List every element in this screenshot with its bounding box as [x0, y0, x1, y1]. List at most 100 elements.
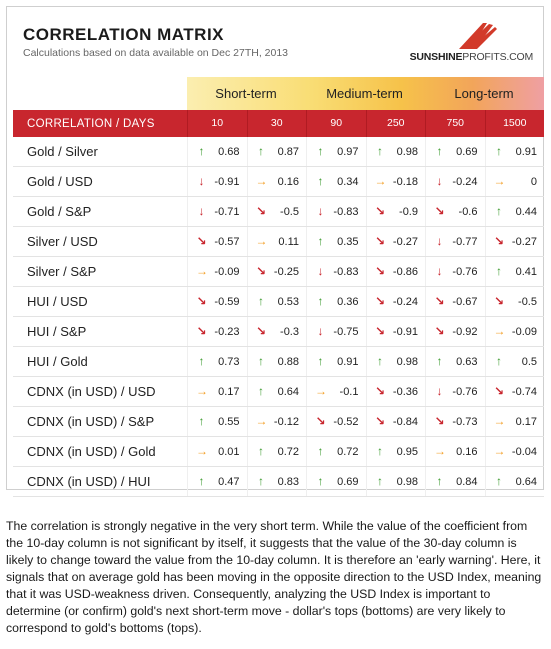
- arrow-down-icon: ↓: [317, 203, 324, 218]
- correlation-cell: ↑ 0.64: [484, 467, 545, 496]
- correlation-cell: ↑ 0.64: [246, 377, 307, 406]
- arrow-up-icon: ↑: [317, 443, 324, 458]
- correlation-cell: ↑ 0.55: [187, 407, 247, 436]
- arrow-down-right-icon: ↘: [255, 203, 267, 218]
- arrow-up-icon: ↑: [377, 473, 383, 488]
- correlation-value: 0.88: [277, 355, 299, 368]
- arrow-right-icon: →: [315, 383, 327, 398]
- logo-text: SUNSHINEPROFITS.COM: [410, 51, 534, 63]
- correlation-cell: → 0.17: [484, 407, 545, 436]
- correlation-cell: → 0.01: [187, 437, 247, 466]
- correlation-cell: ↘ -0.57: [187, 227, 247, 256]
- correlation-value: -0.67: [452, 295, 478, 308]
- arrow-down-right-icon: ↘: [374, 413, 386, 428]
- correlation-value: -0.27: [511, 235, 537, 248]
- arrow-right-icon: →: [255, 173, 268, 188]
- correlation-value: -0.76: [452, 385, 478, 398]
- correlation-value: 0.11: [278, 235, 299, 248]
- correlation-cell: → 0.16: [246, 167, 307, 196]
- column-header: 90: [306, 110, 366, 137]
- table-row: Gold / Silver ↑ 0.68 ↑ 0.87 ↑ 0.97 ↑ 0.98 ↑ 0.69 ↑ 0…: [13, 137, 544, 167]
- arrow-down-right-icon: ↘: [315, 413, 326, 428]
- correlation-value: -0.24: [392, 295, 418, 308]
- arrow-up-icon: ↑: [317, 473, 324, 488]
- correlation-cell: ↑ 0.72: [246, 437, 307, 466]
- correlation-panel: CORRELATION MATRIX Calculations based on…: [6, 6, 545, 497]
- arrow-right-icon: →: [493, 173, 506, 188]
- correlation-value: 0.73: [218, 355, 240, 368]
- term-short: Short-term: [215, 86, 277, 101]
- correlation-cell: → 0.17: [187, 377, 247, 406]
- arrow-down-icon: ↓: [436, 173, 443, 188]
- correlation-value: -0.83: [333, 205, 359, 218]
- arrow-up-icon: ↑: [258, 473, 264, 488]
- correlation-cell: ↘ -0.25: [246, 257, 307, 286]
- correlation-cell: → -0.18: [365, 167, 426, 196]
- table-row: Silver / USD ↘ -0.57 → 0.11 ↑ 0.35 ↘ -0.27 ↓ -0.77…: [13, 227, 544, 257]
- table-row: Silver / S&P → -0.09 ↘ -0.25 ↓ -0.83 ↘ -0.86 ↓ -0.…: [13, 257, 544, 287]
- sun-rays-icon: [459, 23, 497, 49]
- arrow-right-icon: →: [434, 443, 446, 458]
- correlation-cell: ↘ -0.6: [425, 197, 485, 226]
- correlation-cell: ↑ 0.44: [484, 197, 545, 226]
- row-label: Silver / S&P: [27, 264, 97, 279]
- correlation-cell: ↑ 0.83: [246, 467, 307, 496]
- arrow-down-icon: ↓: [198, 203, 205, 218]
- correlation-cell: ↑ 0.68: [187, 137, 247, 166]
- arrow-down-right-icon: ↘: [374, 263, 386, 278]
- correlation-cell: ↑ 0.91: [484, 137, 545, 166]
- arrow-right-icon: →: [374, 173, 387, 188]
- correlation-value: -0.91: [214, 175, 240, 188]
- correlation-cell: ↘ -0.24: [365, 287, 426, 316]
- arrow-up-icon: ↑: [436, 473, 443, 488]
- correlation-cell: → -0.09: [484, 317, 545, 346]
- correlation-value: 0.84: [456, 475, 478, 488]
- arrow-down-right-icon: ↘: [374, 323, 386, 338]
- arrow-up-icon: ↑: [436, 353, 443, 368]
- correlation-value: -0.04: [511, 445, 537, 458]
- correlation-value: -0.18: [392, 175, 418, 188]
- correlation-value: 0.87: [277, 145, 299, 158]
- arrow-up-icon: ↑: [377, 443, 383, 458]
- correlation-cell: ↘ -0.91: [365, 317, 426, 346]
- correlation-value: 0.41: [515, 265, 537, 278]
- arrow-down-icon: ↓: [198, 173, 205, 188]
- correlation-cell: ↑ 0.91: [306, 347, 366, 376]
- arrow-up-icon: ↑: [496, 263, 502, 278]
- arrow-up-icon: ↑: [317, 353, 324, 368]
- correlation-value: -0.6: [458, 205, 478, 218]
- correlation-cell: ↘ -0.3: [246, 317, 307, 346]
- correlation-value: -0.91: [392, 325, 418, 338]
- correlation-value: -0.27: [392, 235, 418, 248]
- column-header: 1500: [484, 110, 545, 137]
- correlation-cell: ↘ -0.9: [365, 197, 426, 226]
- correlation-cell: ↓ -0.76: [425, 257, 485, 286]
- sunshine-profits-logo[interactable]: SUNSHINEPROFITS.COM: [403, 23, 533, 67]
- correlation-cell: ↑ 0.84: [425, 467, 485, 496]
- correlation-value: 0.69: [456, 145, 478, 158]
- correlation-value: 0.91: [515, 145, 537, 158]
- correlation-value: 0.69: [337, 475, 359, 488]
- correlation-cell: → -0.09: [187, 257, 247, 286]
- correlation-value: 0.68: [218, 145, 240, 158]
- correlation-value: -0.25: [273, 265, 299, 278]
- correlation-value: -0.59: [214, 295, 240, 308]
- row-label: Gold / Silver: [27, 144, 98, 159]
- correlation-cell: ↑ 0.95: [365, 437, 426, 466]
- arrow-up-icon: ↑: [377, 353, 383, 368]
- arrow-down-right-icon: ↘: [196, 233, 207, 248]
- correlation-value: 0.98: [396, 475, 418, 488]
- correlation-cell: ↘ -0.73: [425, 407, 485, 436]
- correlation-cell: ↑ 0.98: [365, 347, 426, 376]
- correlation-value: -0.75: [333, 325, 359, 338]
- correlation-cell: ↑ 0.87: [246, 137, 307, 166]
- arrow-down-right-icon: ↘: [434, 203, 445, 218]
- arrow-up-icon: ↑: [198, 473, 205, 488]
- arrow-down-right-icon: ↘: [493, 233, 505, 248]
- arrow-up-icon: ↑: [198, 413, 205, 428]
- correlation-cell: → -0.12: [246, 407, 307, 436]
- corner-label: CORRELATION / DAYS: [27, 117, 155, 130]
- correlation-cell: ↘ -0.27: [484, 227, 545, 256]
- correlation-cell: → -0.1: [306, 377, 366, 406]
- arrow-up-icon: ↑: [496, 203, 502, 218]
